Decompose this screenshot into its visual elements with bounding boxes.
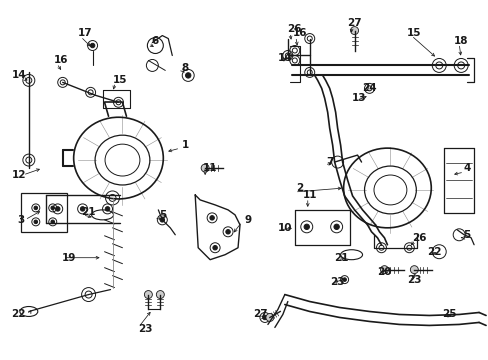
Text: 11: 11 — [203, 163, 217, 173]
Text: 18: 18 — [453, 36, 468, 46]
Circle shape — [262, 315, 266, 320]
Circle shape — [55, 207, 60, 211]
Circle shape — [225, 230, 230, 234]
Circle shape — [185, 73, 190, 78]
Text: 17: 17 — [78, 28, 93, 37]
Text: 20: 20 — [376, 267, 391, 276]
Text: 21: 21 — [334, 253, 348, 263]
Text: 22: 22 — [12, 310, 26, 319]
Text: 2: 2 — [296, 183, 303, 193]
Text: 15: 15 — [113, 75, 127, 85]
Text: 14: 14 — [12, 71, 26, 80]
Text: 23: 23 — [138, 324, 152, 334]
Text: 5: 5 — [159, 210, 165, 220]
Text: 16: 16 — [292, 28, 306, 37]
Circle shape — [80, 207, 85, 211]
Text: 26: 26 — [411, 233, 426, 243]
Text: 13: 13 — [351, 93, 366, 103]
Text: 1: 1 — [181, 140, 188, 150]
Circle shape — [34, 220, 38, 224]
Text: 9: 9 — [244, 215, 251, 225]
Circle shape — [51, 206, 55, 210]
Text: 25: 25 — [441, 310, 455, 319]
Circle shape — [156, 291, 164, 298]
Text: 27: 27 — [252, 310, 267, 319]
Circle shape — [209, 216, 214, 220]
Circle shape — [144, 291, 152, 298]
Text: 4: 4 — [463, 163, 470, 173]
Circle shape — [342, 278, 346, 282]
Circle shape — [201, 164, 209, 172]
Circle shape — [105, 207, 109, 211]
Circle shape — [265, 314, 273, 321]
Text: 24: 24 — [362, 84, 376, 93]
Circle shape — [380, 266, 387, 274]
Text: 15: 15 — [406, 28, 421, 37]
Text: 23: 23 — [406, 275, 421, 285]
Text: 23: 23 — [330, 276, 344, 287]
Text: 10: 10 — [277, 223, 291, 233]
Text: 12: 12 — [12, 170, 26, 180]
Text: 11: 11 — [302, 190, 316, 200]
Text: 19: 19 — [61, 253, 76, 263]
Text: 21: 21 — [81, 207, 96, 217]
Circle shape — [160, 217, 164, 222]
Circle shape — [51, 220, 55, 224]
Text: 16: 16 — [53, 55, 68, 66]
Circle shape — [350, 27, 358, 35]
Text: 7: 7 — [325, 157, 333, 167]
Circle shape — [304, 224, 309, 230]
Text: 8: 8 — [181, 63, 188, 73]
Text: 22: 22 — [426, 247, 441, 257]
Circle shape — [90, 43, 95, 48]
Text: 6: 6 — [151, 36, 159, 46]
Text: 26: 26 — [287, 24, 302, 33]
Circle shape — [34, 206, 38, 210]
Text: 5: 5 — [463, 230, 470, 240]
Circle shape — [212, 246, 217, 250]
Circle shape — [409, 266, 417, 274]
Text: 27: 27 — [346, 18, 361, 28]
Text: 14: 14 — [277, 54, 291, 63]
Circle shape — [333, 224, 339, 230]
Text: 3: 3 — [17, 215, 24, 225]
